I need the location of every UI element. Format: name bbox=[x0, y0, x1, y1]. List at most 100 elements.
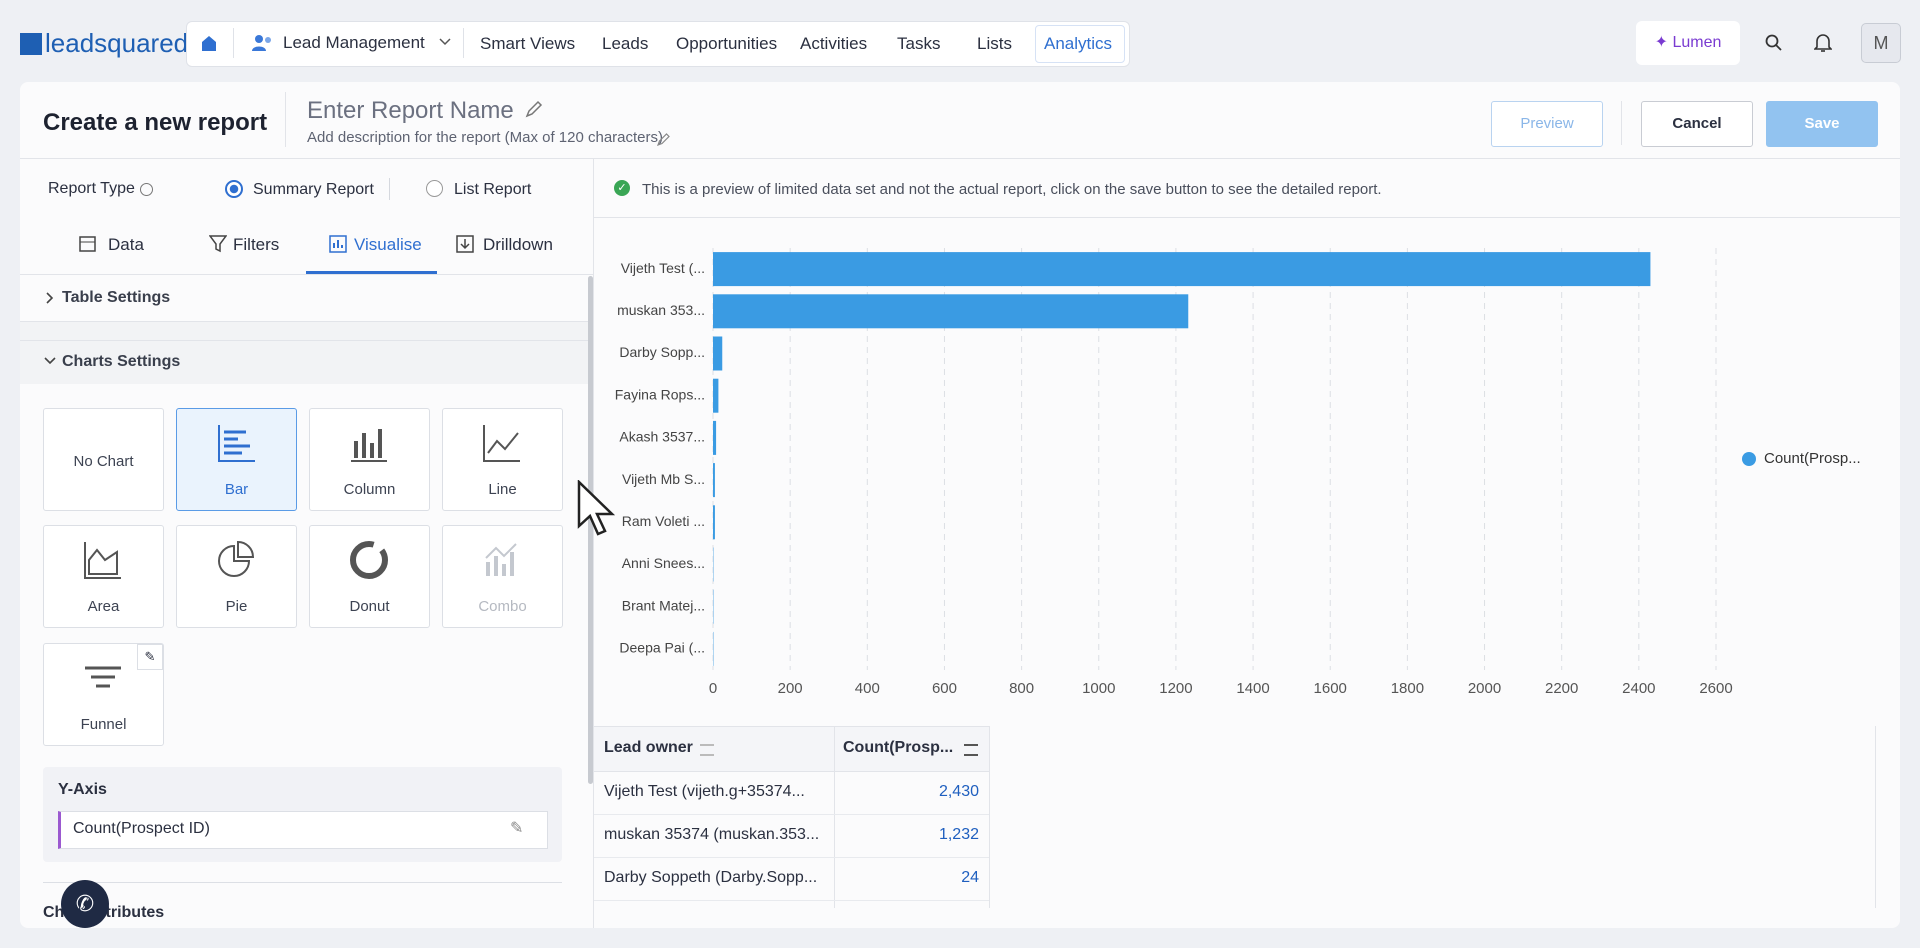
tile-icon bbox=[218, 540, 255, 577]
divider bbox=[389, 178, 390, 200]
scrollbar bbox=[588, 276, 593, 784]
table-cell: muskan 35374 (muskan.353... bbox=[604, 826, 820, 843]
radio[interactable] bbox=[426, 180, 443, 197]
tile-label: Pie bbox=[225, 598, 248, 615]
bell-icon[interactable] bbox=[1814, 33, 1832, 53]
edit-icon[interactable] bbox=[525, 100, 543, 118]
nav-item[interactable]: Smart Views bbox=[480, 34, 576, 53]
tab-icon bbox=[456, 235, 474, 253]
tile-icon bbox=[85, 666, 121, 688]
tile-label: Area bbox=[87, 598, 120, 615]
mouse-cursor bbox=[577, 480, 616, 536]
tile-icon bbox=[218, 425, 255, 462]
nav-divider bbox=[233, 28, 234, 58]
header-divider bbox=[285, 92, 286, 147]
search-icon[interactable] bbox=[1765, 34, 1783, 52]
nav-item[interactable]: Activities bbox=[800, 34, 868, 53]
edit-icon[interactable]: ✎ bbox=[510, 820, 524, 837]
header-border bbox=[20, 158, 1900, 159]
radio-label[interactable]: List Report bbox=[454, 181, 532, 198]
save-button[interactable]: Save bbox=[1766, 101, 1878, 147]
chevron bbox=[439, 38, 451, 46]
report-name-input[interactable]: Enter Report Name bbox=[307, 97, 514, 124]
tab-icon bbox=[79, 236, 96, 252]
logo-text: leadsquared bbox=[45, 28, 189, 58]
tile-icon bbox=[84, 542, 121, 579]
chart-tile-selected[interactable]: Bar bbox=[176, 408, 297, 511]
divider bbox=[43, 882, 562, 883]
module-selector[interactable]: Lead Management bbox=[283, 33, 425, 52]
tab[interactable]: Drilldown bbox=[483, 235, 553, 254]
chevron bbox=[44, 357, 56, 365]
tile-label: Combo bbox=[478, 598, 527, 615]
tile-icon bbox=[483, 425, 520, 462]
success-icon: ✓ bbox=[614, 180, 630, 196]
tile-label: Donut bbox=[349, 598, 390, 615]
tile-label: Line bbox=[488, 481, 517, 498]
button-divider bbox=[1621, 101, 1622, 145]
notice-text: This is a preview of limited data set an… bbox=[642, 181, 1382, 198]
panel-divider bbox=[593, 158, 594, 928]
row-border bbox=[594, 900, 989, 901]
nav-item[interactable]: Tasks bbox=[897, 34, 941, 53]
description-input[interactable]: Add description for the report (Max of 1… bbox=[307, 129, 664, 146]
column-header[interactable]: Lead owner bbox=[604, 739, 693, 756]
phone-button[interactable]: ✆ bbox=[61, 880, 109, 928]
home-icon[interactable] bbox=[200, 34, 218, 52]
radio-label[interactable]: Summary Report bbox=[253, 181, 374, 198]
section-header[interactable]: Charts Settings bbox=[62, 353, 181, 370]
chart-tile[interactable]: Column bbox=[309, 408, 430, 511]
tile-label: Column bbox=[343, 481, 396, 498]
y-axis-label: Y-Axis bbox=[58, 781, 107, 798]
nav-bar bbox=[186, 21, 1130, 67]
row-border bbox=[594, 814, 989, 815]
nav-item[interactable]: Leads bbox=[602, 34, 649, 53]
nav-item[interactable]: Opportunities bbox=[676, 34, 778, 53]
page-title: Create a new report bbox=[43, 109, 268, 136]
cancel-button[interactable]: Cancel bbox=[1641, 101, 1753, 147]
avatar[interactable]: M bbox=[1861, 23, 1901, 63]
section-header[interactable]: Table Settings bbox=[62, 289, 171, 306]
y-axis-field[interactable] bbox=[58, 811, 548, 849]
info-icon bbox=[140, 183, 153, 196]
tab-icon bbox=[209, 235, 227, 253]
tile-icon bbox=[351, 429, 387, 462]
nav-divider bbox=[463, 28, 464, 58]
preview-button[interactable]: Preview bbox=[1491, 101, 1603, 147]
tile-label: No Chart bbox=[73, 453, 134, 470]
chart-tile[interactable]: No Chart bbox=[43, 408, 164, 511]
chart-tile[interactable]: Line bbox=[442, 408, 563, 511]
chevron bbox=[46, 292, 54, 304]
table-cell-number: 1,232 bbox=[938, 826, 979, 843]
nav-item[interactable]: Analytics bbox=[1044, 34, 1113, 53]
section-header-bg bbox=[20, 340, 588, 384]
logo[interactable]: leadsquared bbox=[20, 28, 188, 59]
radio-selected[interactable] bbox=[225, 180, 243, 198]
column-divider bbox=[834, 726, 835, 908]
chart-tile[interactable]: Donut bbox=[309, 525, 430, 628]
table-cell-number: 2,430 bbox=[938, 783, 979, 800]
tile-label: Bar bbox=[224, 481, 249, 498]
tile-label: Funnel bbox=[80, 716, 127, 733]
chart-tile[interactable]: Area bbox=[43, 525, 164, 628]
chart-tile[interactable]: Pie bbox=[176, 525, 297, 628]
module-icon bbox=[252, 35, 271, 51]
tab-underline bbox=[306, 271, 437, 274]
lumen-label: Lumen bbox=[1672, 34, 1722, 51]
nav-active-bg bbox=[1035, 25, 1125, 63]
tab[interactable]: Data bbox=[108, 235, 144, 254]
lumen-button[interactable]: ✦ Lumen bbox=[1636, 21, 1740, 65]
column-divider bbox=[989, 726, 990, 908]
tabs-border bbox=[20, 274, 593, 275]
tab-active[interactable]: Visualise bbox=[354, 235, 422, 254]
tab[interactable]: Filters bbox=[233, 235, 280, 254]
tile-edit[interactable]: ✎ bbox=[137, 644, 163, 670]
nav-item[interactable]: Lists bbox=[977, 34, 1012, 53]
chart-tile-disabled: Combo bbox=[442, 525, 563, 628]
row-border bbox=[594, 857, 989, 858]
column-header[interactable]: Count(Prosp... bbox=[843, 739, 954, 756]
table-cell: Darby Soppeth (Darby.Sopp... bbox=[604, 869, 818, 886]
edit-icon[interactable] bbox=[657, 132, 671, 146]
tab-icon bbox=[329, 235, 347, 253]
